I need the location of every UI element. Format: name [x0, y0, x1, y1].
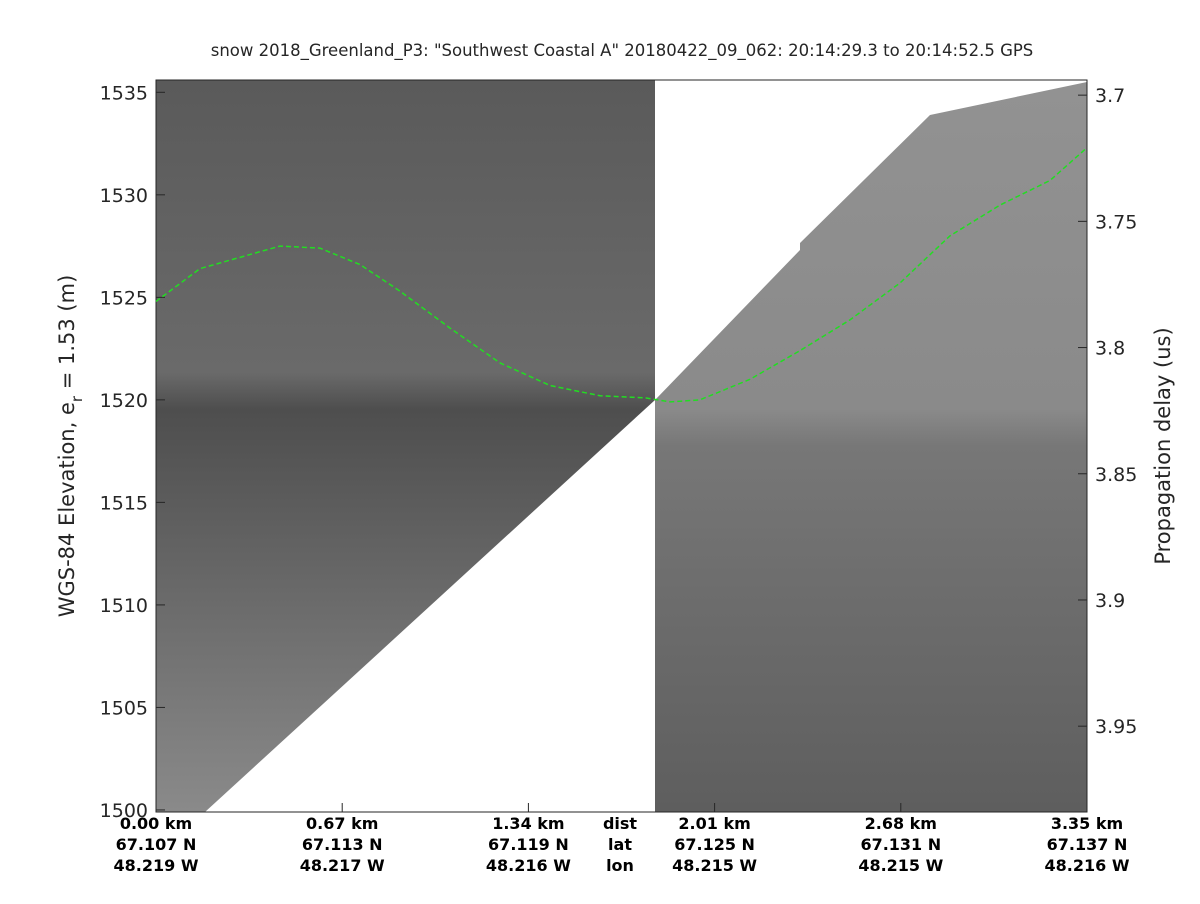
x-tick-label: 3.35 km — [1051, 814, 1123, 833]
y-tick-label: 1500 — [100, 800, 148, 822]
x-tick-lon: 48.217 W — [300, 856, 385, 875]
x-tick-lat: 67.107 N — [116, 835, 197, 854]
x-tick-label: 0.00 km — [120, 814, 192, 833]
y-tick-label: 1530 — [100, 185, 148, 207]
y-label-suffix: = 1.53 (m) — [55, 275, 79, 396]
y2-axis-label: Propagation delay (us) — [1151, 327, 1175, 564]
x-tick-lon: 48.219 W — [114, 856, 199, 875]
x-row-name: lat — [608, 835, 632, 854]
x-tick-lat: 67.125 N — [674, 835, 755, 854]
chart-title: snow 2018_Greenland_P3: "Southwest Coast… — [211, 41, 1034, 61]
y2-tick-label: 3.75 — [1095, 211, 1137, 233]
x-tick-lon: 48.216 W — [1045, 856, 1130, 875]
y-tick-label: 1505 — [100, 697, 148, 719]
x-tick-lon: 48.216 W — [486, 856, 571, 875]
x-tick-label: 2.01 km — [678, 814, 750, 833]
x-tick-label: 1.34 km — [492, 814, 564, 833]
y-tick-label: 1525 — [100, 287, 148, 309]
y-label-text: WGS-84 Elevation, e — [55, 402, 79, 617]
y2-tick-label: 3.9 — [1095, 590, 1125, 612]
surface-line — [155, 147, 1088, 403]
y-tick-label: 1515 — [100, 492, 148, 514]
y-label-sub: r — [68, 395, 86, 402]
x-tick-lat: 67.113 N — [302, 835, 383, 854]
y2-tick-label: 3.85 — [1095, 464, 1137, 486]
y-tick-label: 1510 — [100, 595, 148, 617]
x-tick-label: 0.67 km — [306, 814, 378, 833]
y-axis-label: WGS-84 Elevation, er = 1.53 (m) — [55, 275, 86, 618]
x-row-name: lon — [606, 856, 634, 875]
y-tick-label: 1520 — [100, 390, 148, 412]
echogram — [156, 80, 1087, 812]
y2-tick-label: 3.8 — [1095, 338, 1125, 360]
x-tick-lon: 48.215 W — [858, 856, 943, 875]
x-tick-lat: 67.137 N — [1047, 835, 1128, 854]
x-tick-label: 2.68 km — [865, 814, 937, 833]
x-tick-lat: 67.119 N — [488, 835, 569, 854]
x-row-name: dist — [603, 814, 637, 833]
y-tick-label: 1535 — [100, 82, 148, 104]
y2-tick-label: 3.95 — [1095, 716, 1137, 738]
x-tick-lat: 67.131 N — [860, 835, 941, 854]
x-tick-lon: 48.215 W — [672, 856, 757, 875]
plot-frame — [155, 79, 1088, 813]
y2-tick-label: 3.7 — [1095, 85, 1125, 107]
